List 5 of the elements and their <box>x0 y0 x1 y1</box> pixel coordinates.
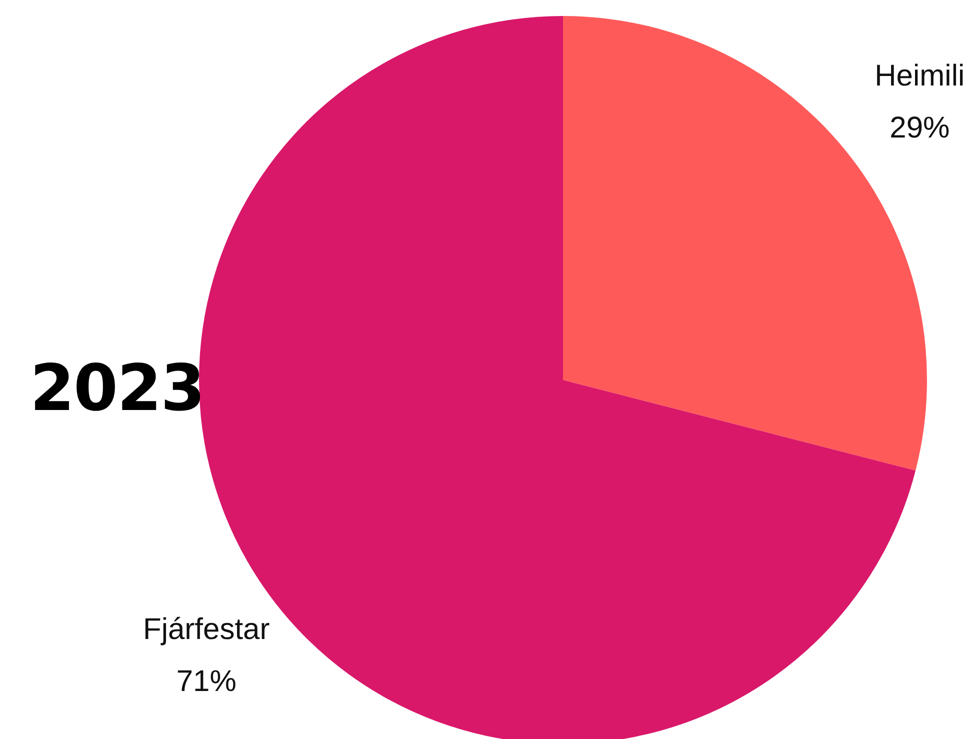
slice-label: Fjárfestar <box>143 612 270 646</box>
data-label: 71% <box>176 664 236 698</box>
data-label: 29% <box>890 112 950 145</box>
slice-label: Heimili <box>874 60 965 93</box>
text: 2023 <box>30 352 204 426</box>
